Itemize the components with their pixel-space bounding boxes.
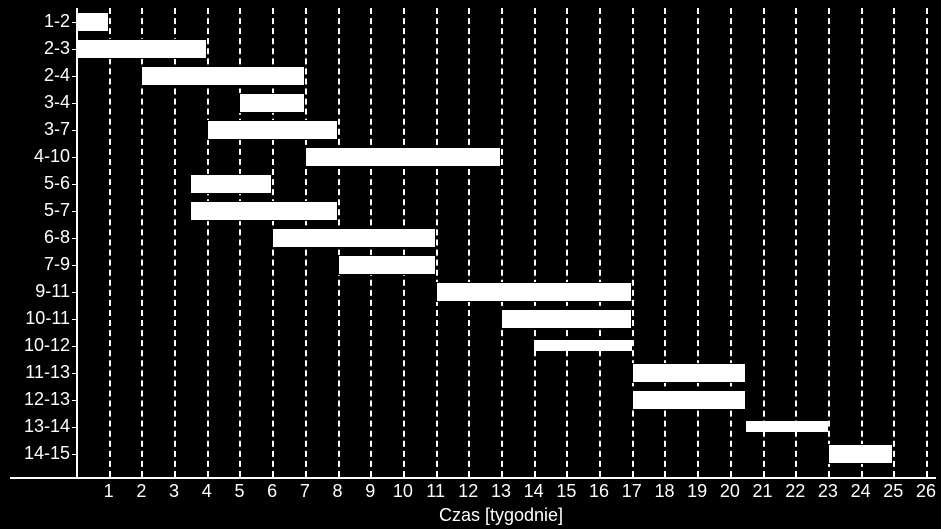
x-tick-label: 1 [104, 481, 114, 502]
x-tick-label: 4 [202, 481, 212, 502]
y-tick [72, 130, 78, 131]
gridline [828, 8, 830, 477]
gridline [468, 8, 470, 477]
gantt-bar [828, 444, 893, 464]
x-tick-label: 17 [622, 481, 642, 502]
gridline [861, 8, 863, 477]
x-tick-label: 9 [365, 481, 375, 502]
y-tick-label: 5-7 [44, 200, 70, 221]
y-tick [72, 211, 78, 212]
y-tick [72, 319, 78, 320]
x-tick-label: 12 [458, 481, 478, 502]
y-tick [72, 400, 78, 401]
y-tick-label: 10-12 [24, 335, 70, 356]
x-tick-label: 15 [556, 481, 576, 502]
x-tick-label: 26 [916, 481, 936, 502]
gantt-bar [632, 390, 746, 410]
x-tick-label: 25 [883, 481, 903, 502]
gridline [109, 8, 111, 477]
x-tick-label: 20 [720, 481, 740, 502]
gantt-bar [190, 201, 337, 221]
x-tick-label: 18 [654, 481, 674, 502]
gantt-bar [338, 255, 436, 275]
y-tick-label: 14-15 [24, 443, 70, 464]
y-tick [72, 76, 78, 77]
y-tick-label: 2-3 [44, 38, 70, 59]
x-tick-label: 14 [524, 481, 544, 502]
y-tick-label: 10-11 [25, 308, 70, 329]
gridline [926, 8, 928, 477]
x-tick-label: 23 [818, 481, 838, 502]
x-tick-label: 3 [169, 481, 179, 502]
gantt-bar [272, 228, 435, 248]
y-tick-label: 5-6 [44, 173, 70, 194]
gantt-bar [207, 120, 338, 140]
y-tick [72, 103, 78, 104]
x-tick-label: 22 [785, 481, 805, 502]
x-tick-label: 24 [851, 481, 871, 502]
x-tick-label: 11 [426, 481, 445, 502]
gantt-bar [534, 340, 632, 351]
gridline [795, 8, 797, 477]
gantt-bar [436, 282, 632, 302]
y-tick [72, 49, 78, 50]
x-axis-label: Czas [tygodnie] [439, 505, 563, 526]
gantt-chart: 1-2 2-3 2-4 3-4 3-7 4-10 5-6 5-7 6-8 7-9 9-11 10-11… [0, 0, 941, 529]
y-tick [72, 454, 78, 455]
gridline [599, 8, 601, 477]
gantt-bar [501, 309, 632, 329]
y-tick-label: 3-7 [44, 119, 70, 140]
gridline [566, 8, 568, 477]
y-tick-label: 12-13 [24, 389, 70, 410]
x-tick-label: 19 [687, 481, 707, 502]
x-tick-label: 5 [234, 481, 244, 502]
gridline [893, 8, 895, 477]
x-tick-label: 8 [333, 481, 343, 502]
y-tick-label: 9-11 [35, 281, 70, 302]
y-tick [72, 292, 78, 293]
y-tick-label: 13-14 [24, 416, 70, 437]
x-tick-label: 13 [491, 481, 511, 502]
x-tick-label: 6 [267, 481, 277, 502]
gantt-bar [746, 421, 828, 432]
y-tick-label: 11-13 [25, 362, 70, 383]
y-tick [72, 427, 78, 428]
x-axis [10, 477, 936, 479]
gantt-bar [239, 93, 304, 113]
gridline [763, 8, 765, 477]
gridline [436, 8, 438, 477]
y-tick-label: 2-4 [44, 65, 70, 86]
x-tick-label: 21 [753, 481, 773, 502]
x-tick-label: 10 [393, 481, 413, 502]
y-tick [72, 265, 78, 266]
y-tick-label: 4-10 [34, 146, 70, 167]
gantt-bar [190, 174, 272, 194]
x-tick-label: 2 [136, 481, 146, 502]
y-tick [72, 238, 78, 239]
x-tick-label: 16 [589, 481, 609, 502]
y-tick-label: 6-8 [44, 227, 70, 248]
gridline [534, 8, 536, 477]
y-axis [76, 8, 78, 477]
gantt-bar [76, 12, 109, 32]
y-tick [72, 184, 78, 185]
y-tick [72, 346, 78, 347]
gantt-bar [305, 147, 501, 167]
y-tick-label: 1-2 [44, 11, 70, 32]
y-tick [72, 157, 78, 158]
gantt-bar [632, 363, 746, 383]
gantt-bar [76, 39, 207, 59]
x-tick-label: 7 [300, 481, 310, 502]
y-tick [72, 373, 78, 374]
y-tick-label: 3-4 [44, 92, 70, 113]
y-tick-label: 7-9 [44, 254, 70, 275]
gantt-bar [141, 66, 304, 86]
y-tick [72, 22, 78, 23]
gridline [501, 8, 503, 477]
